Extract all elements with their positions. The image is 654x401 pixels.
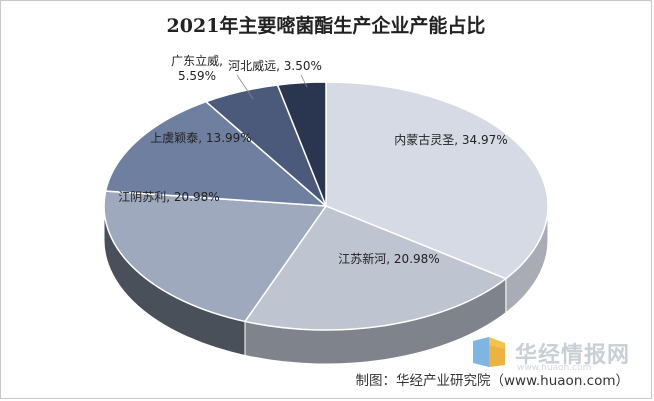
pie-leader-4 <box>236 74 254 100</box>
pie-slice-2 <box>103 190 328 323</box>
pie-label-group: 内蒙古灵圣, 34.97% 江苏新河, 20.98% 江阴苏利, 20.98% 上虞颖… <box>118 53 507 266</box>
pie-top-group <box>103 81 549 331</box>
watermark-name: 华经情报网 <box>515 343 631 368</box>
pie-label-2: 江阴苏利, 20.98% <box>118 190 219 204</box>
pie-label-4: 广东立威, 5.59% <box>171 53 223 83</box>
pie-slice-5 <box>276 81 327 207</box>
chart-title: 2021年主要嘧菌酯生产企业产能占比 <box>166 15 486 37</box>
pie-slice-1 <box>243 205 508 331</box>
source-note: 制图：华经产业研究院（www.huaon.com） <box>355 373 630 389</box>
pie-label-0: 内蒙古灵圣, 34.97% <box>394 132 507 147</box>
watermark: 华经情报网 www.huaon.com <box>469 333 645 373</box>
pie-slice-3 <box>104 100 329 207</box>
pie-label-1: 江苏新河, 20.98% <box>338 251 439 266</box>
pie-leader-5 <box>300 74 308 88</box>
watermark-logo-icon <box>473 337 505 367</box>
pie-label-3: 上虞颖泰, 13.99% <box>150 131 251 145</box>
pie-label-5: 河北威远, 3.50% <box>228 59 322 73</box>
pie-slice-0 <box>325 81 549 280</box>
watermark-url: www.huaon.com <box>517 363 592 373</box>
